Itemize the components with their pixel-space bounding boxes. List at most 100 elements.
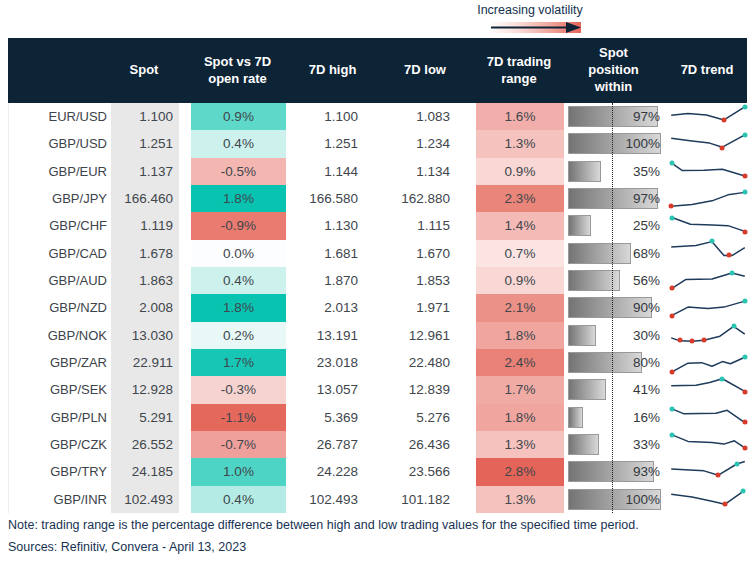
spot-value: 1.251 (111, 130, 179, 157)
spot-position-value: 90% (633, 294, 660, 321)
sources-line: Sources: Refinitiv, Convera - April 13, … (8, 540, 246, 554)
spot-vs-open-cell: 1.7% (191, 349, 286, 376)
low-marker-dot (670, 286, 675, 291)
trend-sparkline (668, 240, 748, 267)
column-gap (661, 376, 668, 403)
spot-value: 2.008 (111, 294, 179, 321)
spot-position-cell: 41% (568, 376, 661, 403)
pair-label: GBP/PLN (9, 404, 111, 431)
7d-low-value: 12.839 (381, 376, 471, 403)
column-gap (179, 130, 191, 157)
spot-position-cell: 80% (568, 349, 661, 376)
spot-position-bar (568, 215, 591, 236)
7d-low-value: 1.234 (381, 130, 471, 157)
column-gap (179, 349, 191, 376)
spot-position-value: 25% (633, 212, 660, 239)
low-marker-dot (670, 369, 675, 374)
spot-vs-open-cell: 0.4% (191, 486, 286, 513)
pair-label: GBP/CZK (9, 431, 111, 458)
low-marker-dot (670, 313, 675, 318)
column-gap (661, 130, 668, 157)
trend-sparkline (668, 158, 748, 185)
table-row: GBP/CHF1.119-0.9%1.1301.1151.4%25% (9, 212, 748, 239)
high-marker-dot (742, 133, 747, 138)
column-gap (179, 294, 191, 321)
spot-vs-open-cell: -0.5% (191, 158, 286, 185)
low-marker-dot (742, 229, 747, 234)
column-gap (661, 431, 668, 458)
header-pair (8, 38, 110, 103)
spot-position-value: 56% (633, 267, 660, 294)
trend-cell (668, 458, 748, 485)
header-gap (178, 38, 190, 103)
spot-position-value: 41% (633, 376, 660, 403)
spot-value: 12.928 (111, 376, 179, 403)
trend-sparkline (668, 349, 748, 376)
column-gap (661, 294, 668, 321)
column-gap (661, 486, 668, 513)
trend-cell (668, 158, 748, 185)
table-header: Spot Spot vs 7D open rate 7D high 7D low… (8, 38, 747, 103)
table-row: GBP/TRY24.1851.0%24.22823.5662.8%93% (9, 458, 748, 485)
high-marker-dot (742, 299, 747, 304)
trend-sparkline (668, 294, 748, 321)
pair-label: GBP/CHF (9, 212, 111, 239)
spot-position-cell: 90% (568, 294, 661, 321)
spot-position-value: 97% (633, 103, 660, 130)
table-row: GBP/SEK12.928-0.3%13.05712.8391.7%41% (9, 376, 748, 403)
spot-position-cell: 100% (568, 486, 661, 513)
spot-position-cell: 33% (568, 431, 661, 458)
header-7d-trend: 7D trend (667, 38, 747, 103)
low-marker-dot (742, 420, 747, 425)
spot-value: 5.291 (111, 404, 179, 431)
trading-range-cell: 1.3% (476, 431, 564, 458)
pair-label: GBP/AUD (9, 267, 111, 294)
trading-range-cell: 2.4% (476, 349, 564, 376)
7d-low-value: 1.670 (381, 240, 471, 267)
spot-position-bar (568, 407, 583, 428)
column-gap (661, 185, 668, 212)
column-gap (179, 404, 191, 431)
column-gap (661, 458, 668, 485)
spot-position-cell: 97% (568, 103, 661, 130)
low-marker-dot (690, 338, 695, 343)
header-7d-trading-range: 7D trading range (475, 38, 563, 103)
header-7d-high: 7D high (285, 38, 380, 103)
7d-high-value: 24.228 (286, 458, 381, 485)
trend-sparkline (668, 404, 748, 431)
high-marker-dot (742, 190, 747, 195)
spot-vs-open-cell: -0.7% (191, 431, 286, 458)
7d-high-value: 1.870 (286, 267, 381, 294)
trading-range-cell: 1.8% (476, 322, 564, 349)
spot-position-cell: 100% (568, 130, 661, 157)
trading-range-cell: 2.1% (476, 294, 564, 321)
pair-label: GBP/NOK (9, 322, 111, 349)
spot-position-value: 33% (633, 431, 660, 458)
spot-vs-open-cell: 1.0% (191, 458, 286, 485)
trading-range-cell: 1.6% (476, 103, 564, 130)
spot-value: 22.911 (111, 349, 179, 376)
pair-label: GBP/NZD (9, 294, 111, 321)
table-row: GBP/NZD2.0081.8%2.0131.9712.1%90% (9, 294, 748, 321)
spot-value: 13.030 (111, 322, 179, 349)
trend-sparkline (668, 103, 748, 130)
spot-value: 24.185 (111, 458, 179, 485)
spot-vs-open-cell: 0.4% (191, 267, 286, 294)
trend-cell (668, 431, 748, 458)
high-marker-dot (734, 462, 739, 467)
column-gap (661, 349, 668, 376)
spot-vs-open-cell: -0.9% (191, 212, 286, 239)
7d-high-value: 23.018 (286, 349, 381, 376)
spot-position-value: 97% (633, 185, 660, 212)
7d-low-value: 1.115 (381, 212, 471, 239)
high-marker-dot (730, 270, 735, 275)
column-gap (179, 431, 191, 458)
low-marker-dot (726, 253, 731, 258)
spot-position-value: 80% (633, 349, 660, 376)
trading-range-cell: 1.3% (476, 130, 564, 157)
high-marker-dot (670, 215, 675, 220)
7d-high-value: 102.493 (286, 486, 381, 513)
spot-value: 1.863 (111, 267, 179, 294)
spot-position-cell: 30% (568, 322, 661, 349)
trend-sparkline (668, 185, 748, 212)
